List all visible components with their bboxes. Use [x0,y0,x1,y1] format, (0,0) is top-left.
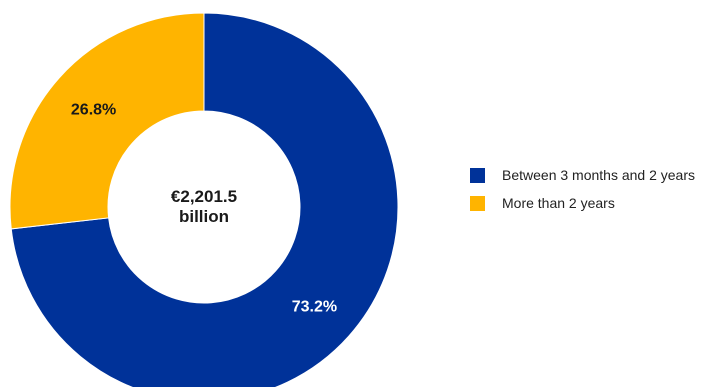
center-label-group: €2,201.5 billion [171,187,237,226]
legend: Between 3 months and 2 years More than 2… [470,166,695,222]
slice-label-1: 26.8% [71,101,116,118]
legend-item-between-3-months-and-2-years: Between 3 months and 2 years [470,166,695,184]
legend-swatch-yellow [470,195,485,211]
legend-item-more-than-2-years: More than 2 years [470,194,695,212]
center-label-line-2: billion [179,207,229,226]
slice-label-0: 73.2% [292,299,337,316]
center-label-line-1: €2,201.5 [171,187,237,206]
legend-label: More than 2 years [502,195,615,211]
slices-group [9,12,399,387]
legend-swatch-blue [470,167,485,183]
legend-label: Between 3 months and 2 years [502,167,696,183]
slice-labels-group: 73.2% 26.8% [71,101,337,315]
donut-slice-1 [9,12,205,230]
donut-slice-0 [10,12,399,387]
